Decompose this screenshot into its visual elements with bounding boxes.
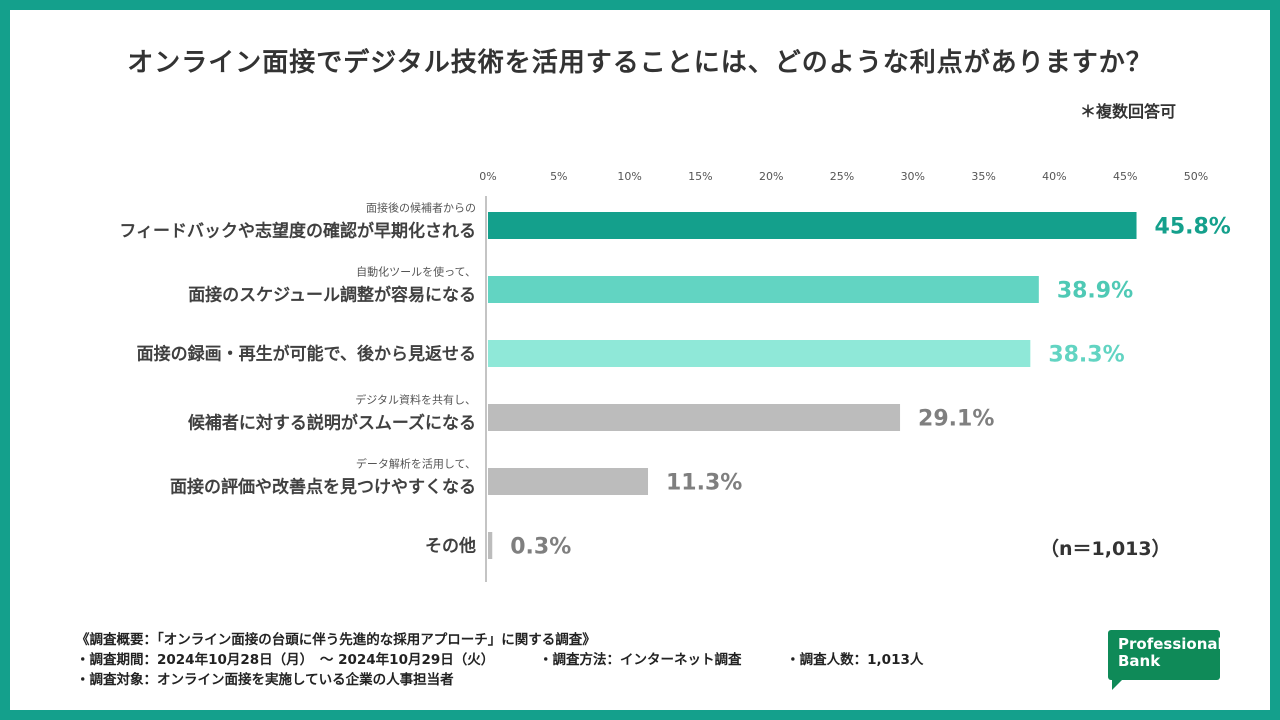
- chart-title: オンライン面接でデジタル技術を活用することには、どのような利点がありますか？: [127, 48, 1153, 78]
- logo-tail-shape: [1112, 678, 1124, 690]
- bar: [488, 340, 1031, 367]
- x-tick-label: 20%: [759, 170, 783, 183]
- bar-value-label: 0.3%: [510, 535, 571, 560]
- category-sub-label: 自動化ツールを使って、: [356, 265, 476, 279]
- category-sub-label: 面接後の候補者からの: [366, 201, 476, 215]
- survey-footer: 《調査概要：「オンライン面接の台頭に伴う先進的な採用アプローチ」に関する調査》 …: [76, 630, 963, 690]
- bar: [488, 212, 1137, 239]
- category-label: フィードバックや志望度の確認が早期化される: [119, 221, 476, 242]
- bar: [488, 468, 649, 495]
- survey-target: ・調査対象：オンライン面接を実施している企業の人事担当者: [76, 672, 454, 688]
- category-label: 面接の録画・再生が可能で、後から見返せる: [137, 344, 476, 365]
- survey-count: ・調査人数：1,013人: [786, 652, 924, 668]
- bar-value-label: 38.9%: [1057, 279, 1133, 304]
- category-label: 面接のスケジュール調整が容易になる: [188, 285, 476, 306]
- bar-value-label: 29.1%: [918, 407, 994, 432]
- x-tick-label: 5%: [550, 170, 567, 183]
- bar: [488, 404, 901, 431]
- bar-value-label: 11.3%: [666, 471, 742, 496]
- x-tick-label: 10%: [617, 170, 641, 183]
- category-label: 面接の評価や改善点を見つけやすくなる: [170, 477, 476, 498]
- logo-line1: Professional: [1118, 635, 1223, 653]
- multiple-answer-note: ＊複数回答可: [1079, 102, 1176, 121]
- bar-value-label: 38.3%: [1048, 343, 1124, 368]
- professional-bank-logo: Professional Bank: [1108, 630, 1223, 680]
- x-tick-label: 35%: [971, 170, 995, 183]
- survey-method: ・調査方法：インターネット調査: [538, 652, 742, 668]
- bar-value-label: 45.8%: [1155, 215, 1231, 240]
- x-tick-label: 50%: [1184, 170, 1208, 183]
- survey-details-row: ・調査期間：2024年10月28日（月） ～ 2024年10月29日（火） ・調…: [76, 650, 963, 670]
- survey-period: ・調査期間：2024年10月28日（月） ～ 2024年10月29日（火）: [76, 652, 495, 668]
- x-tick-label: 45%: [1113, 170, 1137, 183]
- x-tick-label: 40%: [1042, 170, 1066, 183]
- category-sub-label: データ解析を活用して、: [356, 457, 476, 471]
- logo-line2: Bank: [1118, 652, 1161, 670]
- bar: [488, 532, 493, 559]
- category-label: その他: [425, 536, 476, 557]
- category-label: 候補者に対する説明がスムーズになる: [188, 413, 476, 434]
- x-tick-label: 30%: [901, 170, 925, 183]
- x-tick-label: 25%: [830, 170, 854, 183]
- x-tick-label: 0%: [479, 170, 496, 183]
- survey-overview: 《調査概要：「オンライン面接の台頭に伴う先進的な採用アプローチ」に関する調査》: [76, 632, 596, 648]
- sample-size-label: （n＝1,013）: [1040, 538, 1171, 560]
- x-tick-label: 15%: [688, 170, 712, 183]
- category-sub-label: デジタル資料を共有し、: [355, 393, 476, 407]
- bar: [488, 276, 1039, 303]
